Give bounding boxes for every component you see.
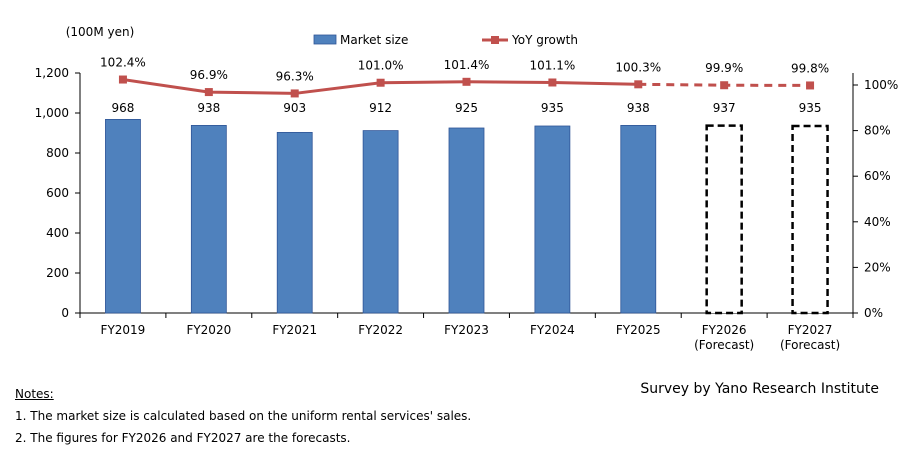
x-axis-tick-label: FY2025 (616, 323, 661, 337)
left-axis-unit-label: (100M yen) (66, 25, 135, 39)
yoy-point (376, 78, 385, 87)
yoy-value-label: 99.9% (705, 61, 743, 75)
bar-value-label: 912 (369, 101, 392, 115)
bar (620, 125, 657, 314)
yoy-value-label: 100.3% (615, 60, 661, 74)
bar (534, 125, 571, 314)
right-axis-tick-label: 60% (864, 169, 891, 183)
legend: Market size YoY growth (313, 33, 578, 47)
bar (105, 119, 141, 314)
x-axis-tick-label: FY2026 (702, 323, 747, 337)
left-axis-tick-label: 600 (46, 186, 69, 200)
legend-market-size-swatch (313, 34, 337, 45)
left-axis-tick-label: 1,000 (35, 106, 69, 120)
bar-value-label: 925 (455, 101, 478, 115)
bar-value-label: 938 (197, 101, 220, 115)
left-axis-tick-label: 400 (46, 226, 69, 240)
yoy-value-label: 102.4% (100, 56, 146, 70)
right-axis-tick-label: 0% (864, 306, 883, 320)
right-axis-tick-label: 80% (864, 124, 891, 138)
x-axis-tick-label: FY2023 (444, 323, 489, 337)
yoy-point (290, 89, 299, 98)
bar-value-label: 935 (799, 101, 822, 115)
forecast-bar (791, 124, 829, 315)
yoy-point (720, 81, 729, 90)
x-axis-tick-label: (Forecast) (694, 338, 754, 352)
legend-market-size-label: Market size (340, 33, 408, 47)
note-item: 2. The figures for FY2026 and FY2027 are… (15, 431, 351, 445)
yoy-value-label: 96.9% (190, 68, 228, 82)
yoy-point (548, 78, 557, 87)
left-axis-tick-label: 800 (46, 146, 69, 160)
yoy-value-label: 101.1% (530, 58, 576, 72)
x-axis-tick-label: FY2019 (101, 323, 146, 337)
x-axis-tick-label: FY2024 (530, 323, 575, 337)
bar (362, 130, 399, 314)
notes-title: Notes: (15, 387, 54, 401)
yoy-point (118, 75, 127, 84)
market-size-chart: (100M yen) Market size YoY growth 0 200 40… (35, 25, 899, 352)
left-axis-tick-label: 1,200 (35, 66, 69, 80)
plot-area: 0 200 400 600 800 1,000 1,200 0% 20% 40% 60% 80% 100… (35, 56, 899, 352)
yoy-point (634, 80, 643, 89)
note-item: 1. The market size is calculated based o… (15, 409, 472, 423)
bar-value-label: 937 (713, 101, 736, 115)
source-credit: Survey by Yano Research Institute (640, 381, 879, 397)
x-axis-tick-label: FY2021 (272, 323, 317, 337)
yoy-value-label: 101.4% (444, 58, 490, 72)
left-axis-tick-label: 200 (46, 266, 69, 280)
right-axis-tick-label: 20% (864, 260, 891, 274)
legend-yoy-label: YoY growth (511, 33, 578, 47)
bar (276, 131, 313, 314)
yoy-point (204, 88, 213, 97)
yoy-value-label: 101.0% (358, 59, 404, 73)
x-axis-tick-label: FY2020 (186, 323, 231, 337)
bar-value-label: 903 (283, 101, 306, 115)
left-axis-tick-label: 0 (61, 306, 69, 320)
yoy-value-label: 99.8% (791, 61, 829, 75)
right-axis-tick-label: 100% (864, 78, 898, 92)
legend-yoy-marker (491, 36, 499, 44)
bar-value-label: 968 (111, 101, 134, 115)
bar-value-label: 935 (541, 101, 564, 115)
bar-value-label: 938 (627, 101, 650, 115)
forecast-bar (705, 124, 743, 315)
x-axis-tick-label: FY2027 (788, 323, 833, 337)
yoy-point (806, 81, 815, 90)
notes: Notes: 1. The market size is calculated … (15, 383, 471, 449)
x-axis-tick-label: (Forecast) (780, 338, 840, 352)
right-axis-tick-label: 40% (864, 215, 891, 229)
bar (190, 125, 227, 314)
yoy-value-label: 96.3% (276, 69, 314, 83)
bar (448, 127, 485, 314)
x-axis-tick-label: FY2022 (358, 323, 403, 337)
yoy-point (462, 77, 471, 86)
